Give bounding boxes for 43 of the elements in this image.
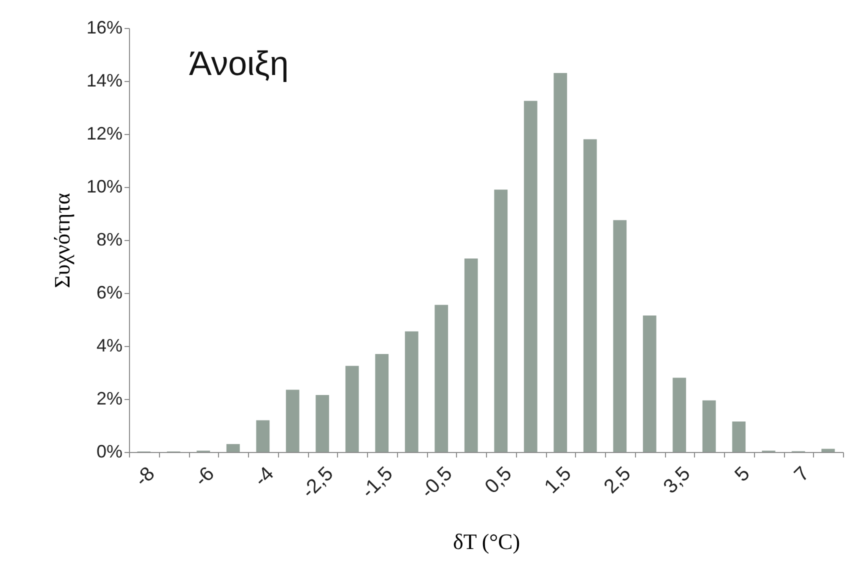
x-tick-label: -0,5 xyxy=(416,462,457,503)
x-tick-label: 0,5 xyxy=(481,462,516,498)
x-tick-label: 1,5 xyxy=(540,462,576,498)
x-tick-label: -8 xyxy=(131,462,160,491)
y-tick-label: 0% xyxy=(96,442,122,462)
bar xyxy=(672,378,686,452)
y-tick-label: 10% xyxy=(86,176,122,196)
y-tick-label: 2% xyxy=(96,388,122,408)
bar xyxy=(583,139,597,452)
y-tick-label: 8% xyxy=(96,230,122,250)
y-tick-label: 12% xyxy=(86,124,122,144)
x-tick-label: 2,5 xyxy=(600,462,636,498)
bar xyxy=(404,331,418,452)
y-tick-label: 14% xyxy=(86,70,122,90)
bar xyxy=(554,73,568,452)
x-tick-label: -4 xyxy=(250,462,278,491)
y-tick-label: 16% xyxy=(86,18,122,38)
bar xyxy=(464,258,478,452)
y-axis-title: Συχνότητα xyxy=(49,192,74,288)
y-tick-label: 4% xyxy=(96,336,122,356)
x-axis-title: δT (°C) xyxy=(452,529,520,554)
bar xyxy=(345,366,359,452)
x-tick-label: -2,5 xyxy=(298,462,338,503)
bar xyxy=(613,220,627,452)
bar xyxy=(702,400,716,452)
y-tick-label: 6% xyxy=(96,282,122,302)
bar xyxy=(642,316,656,452)
bar xyxy=(434,304,448,452)
x-tick-label: 3,5 xyxy=(660,462,695,498)
x-tick-label: 5 xyxy=(730,462,754,486)
bar xyxy=(524,100,538,452)
x-tick-label: -6 xyxy=(190,462,219,491)
bar xyxy=(286,390,300,452)
bar xyxy=(821,448,835,452)
bar xyxy=(316,395,330,452)
bar xyxy=(256,420,270,452)
text: Άνοιξη xyxy=(189,45,289,83)
bar xyxy=(494,190,508,452)
bar xyxy=(226,444,240,452)
x-tick-label: -1,5 xyxy=(357,462,398,503)
bar xyxy=(732,422,746,452)
x-tick-label: 7 xyxy=(790,462,814,486)
bar xyxy=(375,354,389,452)
